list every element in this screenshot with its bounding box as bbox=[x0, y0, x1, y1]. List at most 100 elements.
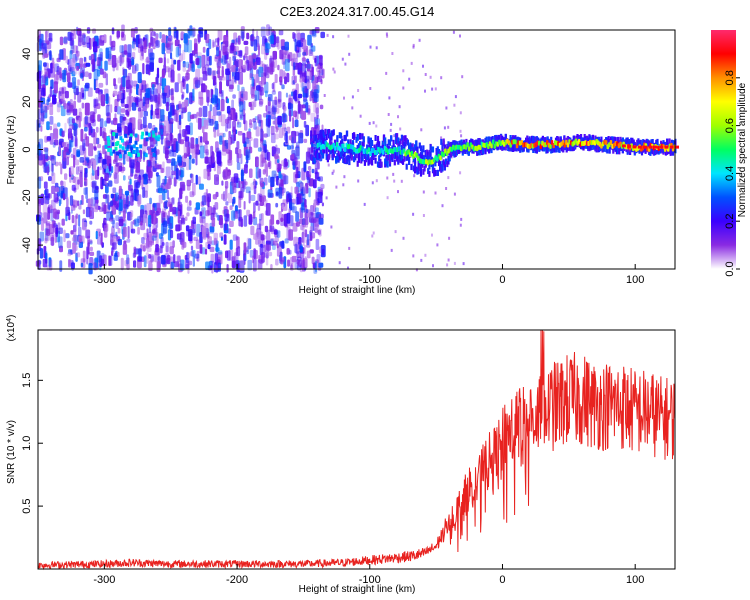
heatmap-cell bbox=[114, 146, 118, 151]
heatmap-cell bbox=[389, 128, 392, 132]
heatmap-cell bbox=[225, 187, 228, 199]
heatmap-cell bbox=[161, 38, 165, 43]
heatmap-cell bbox=[617, 136, 620, 143]
heatmap-cell bbox=[79, 172, 82, 182]
heatmap-cell bbox=[392, 139, 395, 146]
heatmap-cell bbox=[368, 121, 371, 125]
heatmap-cell bbox=[297, 40, 302, 48]
heatmap-cell bbox=[116, 60, 119, 71]
heatmap-cell bbox=[227, 192, 233, 204]
heatmap-cell bbox=[253, 121, 257, 130]
heatmap-cell bbox=[347, 139, 350, 146]
heatmap-cell bbox=[175, 109, 179, 123]
heatmap-cell bbox=[186, 141, 191, 153]
heatmap-cell bbox=[562, 146, 565, 153]
heatmap-cell bbox=[295, 145, 300, 157]
heatmap-cell bbox=[225, 213, 230, 222]
heatmap-cell bbox=[306, 58, 310, 63]
heatmap-cell bbox=[300, 208, 306, 213]
heatmap-cell bbox=[209, 118, 214, 126]
heatmap-cell bbox=[317, 133, 320, 140]
heatmap-cell bbox=[116, 30, 121, 38]
heatmap-cell bbox=[190, 245, 194, 251]
heatmap-cell bbox=[124, 260, 128, 267]
heatmap-cell bbox=[310, 134, 313, 141]
heatmap-cell bbox=[169, 118, 174, 124]
heatmap-cell bbox=[233, 39, 238, 46]
heatmap-cell bbox=[93, 41, 98, 53]
heatmap-cell bbox=[166, 215, 171, 226]
heatmap-cell bbox=[445, 158, 448, 165]
heatmap-cell bbox=[314, 207, 319, 219]
heatmap-cell bbox=[287, 259, 290, 267]
heatmap-cell bbox=[313, 103, 316, 113]
heatmap-cell bbox=[244, 120, 248, 131]
heatmap-cell bbox=[257, 43, 260, 51]
heatmap-cell bbox=[226, 264, 229, 273]
heatmap-cell bbox=[612, 136, 615, 143]
heatmap-cell bbox=[671, 149, 675, 156]
heatmap-cell bbox=[222, 171, 227, 178]
heatmap-cell bbox=[337, 156, 340, 163]
heatmap-cell bbox=[244, 181, 248, 186]
heatmap-cell bbox=[520, 144, 523, 151]
heatmap-cell bbox=[615, 143, 618, 150]
heatmap-cell bbox=[338, 142, 341, 149]
heatmap-cell bbox=[196, 57, 200, 66]
heatmap-cell bbox=[109, 151, 113, 156]
heatmap-cell bbox=[105, 193, 109, 204]
heatmap-cell bbox=[605, 146, 608, 153]
heatmap-cell bbox=[527, 146, 530, 153]
heatmap-cell bbox=[369, 45, 372, 49]
heatmap-cell bbox=[245, 149, 251, 161]
heatmap-cell bbox=[199, 32, 204, 38]
heatmap-cell bbox=[294, 75, 297, 84]
heatmap-cell bbox=[45, 162, 49, 167]
heatmap-cell bbox=[283, 106, 287, 112]
heatmap-cell bbox=[271, 105, 275, 117]
heatmap-cell bbox=[105, 47, 109, 59]
heatmap-cell bbox=[529, 138, 532, 145]
heatmap-cell bbox=[491, 139, 495, 145]
heatmap-cell bbox=[317, 154, 320, 161]
heatmap-cell bbox=[187, 202, 190, 212]
heatmap-cell bbox=[50, 205, 53, 214]
heatmap-cell bbox=[239, 49, 243, 58]
heatmap-cell bbox=[224, 180, 229, 189]
heatmap-cell bbox=[75, 166, 80, 175]
heatmap-cell bbox=[402, 158, 405, 165]
heatmap-cell bbox=[261, 195, 265, 203]
heatmap-cell bbox=[351, 95, 354, 99]
heatmap-cell bbox=[147, 160, 151, 167]
heatmap-cell bbox=[204, 222, 209, 234]
heatmap-cell bbox=[289, 202, 295, 211]
heatmap-cell bbox=[232, 234, 238, 241]
heatmap-cell bbox=[156, 137, 160, 142]
heatmap-cell bbox=[247, 238, 252, 250]
heatmap-cell bbox=[221, 180, 224, 186]
heatmap-cell bbox=[509, 145, 512, 152]
heatmap-cell bbox=[385, 157, 388, 164]
heatmap-cell bbox=[397, 142, 400, 149]
heatmap-cell bbox=[73, 28, 77, 40]
heatmap-cell bbox=[63, 146, 68, 152]
heatmap-cell bbox=[606, 147, 609, 154]
heatmap-cell bbox=[226, 250, 231, 261]
heatmap-cell bbox=[185, 72, 190, 80]
heatmap-cell bbox=[306, 170, 309, 178]
heatmap-cell bbox=[259, 218, 262, 230]
heatmap-cell bbox=[98, 82, 104, 88]
heatmap-cell bbox=[160, 109, 165, 122]
heatmap-cell bbox=[274, 117, 278, 129]
heatmap-cell bbox=[165, 245, 169, 255]
heatmap-cell bbox=[436, 146, 439, 153]
heatmap-cell bbox=[205, 248, 208, 255]
heatmap-cell bbox=[453, 142, 456, 149]
heatmap-cell bbox=[301, 104, 307, 109]
heatmap-cell bbox=[293, 62, 296, 71]
heatmap-cell bbox=[441, 142, 444, 149]
heatmap-cell bbox=[125, 146, 129, 151]
heatmap-cell bbox=[604, 140, 608, 146]
heatmap-cell bbox=[386, 143, 389, 150]
heatmap-cell bbox=[134, 133, 138, 138]
